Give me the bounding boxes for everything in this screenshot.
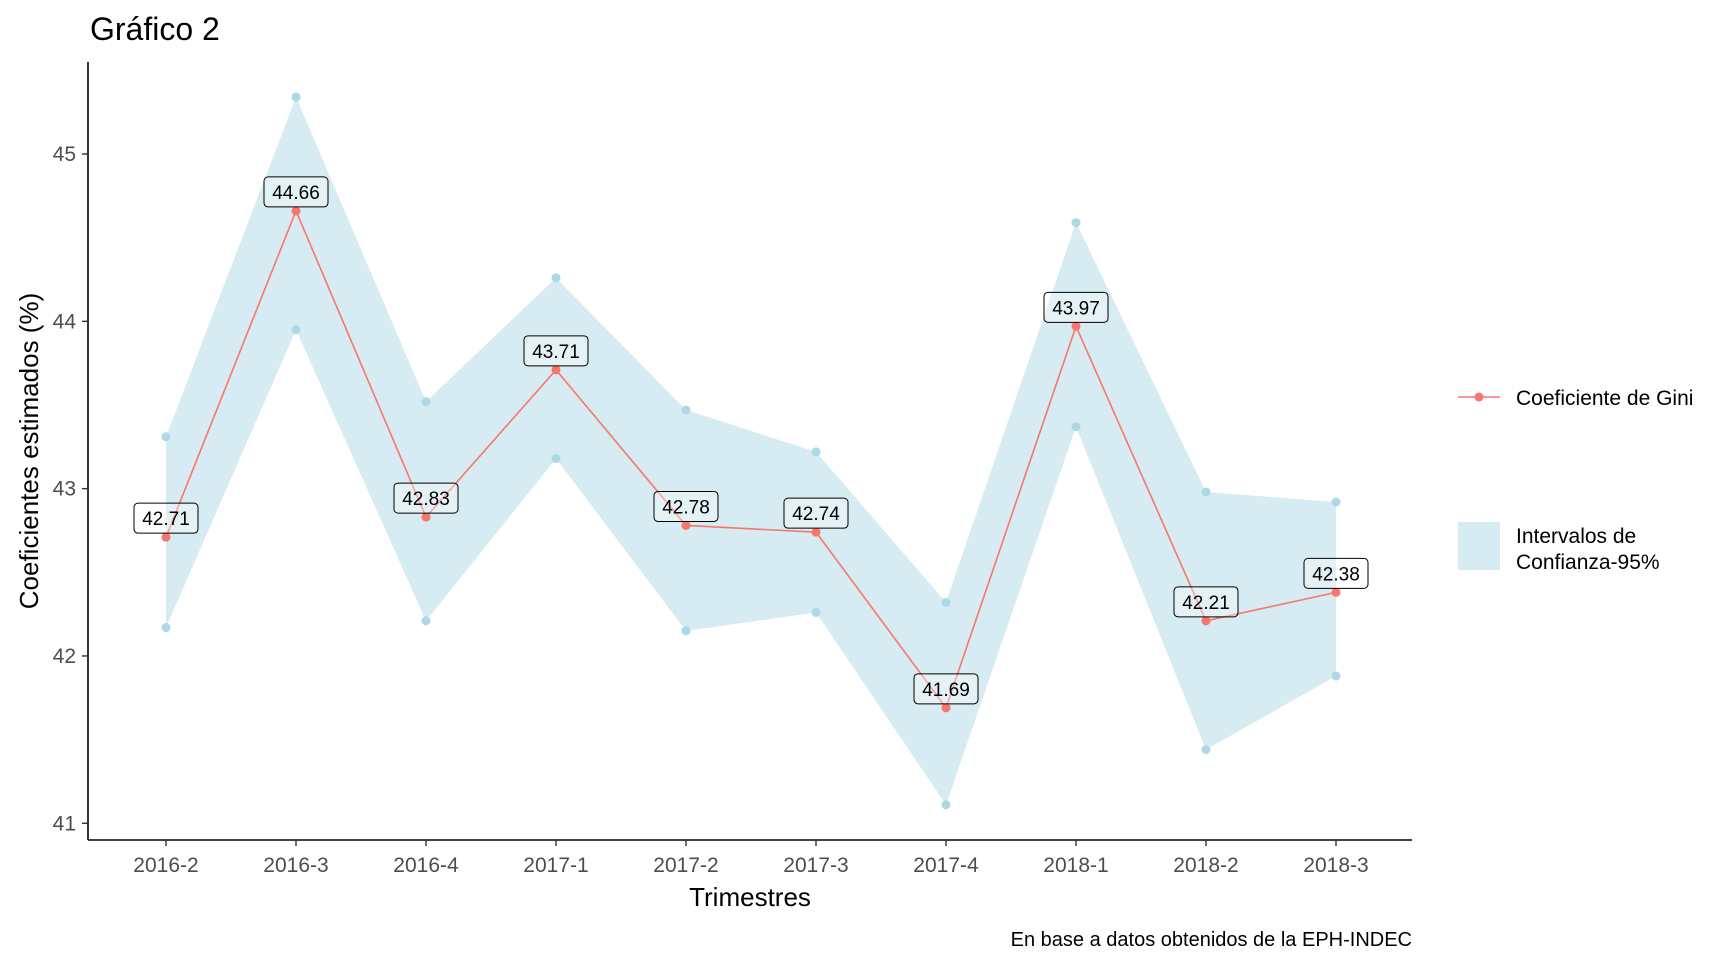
chart-title: Gráfico 2	[90, 11, 220, 47]
data-label-box	[1303, 557, 1369, 589]
data-label-box	[263, 176, 329, 208]
data-label: 41.69	[913, 673, 979, 705]
y-axis-ticks: 41 42 43 44 45	[53, 143, 88, 835]
lower-bound-point	[1201, 745, 1211, 755]
data-label-box	[1043, 291, 1109, 323]
upper-bound-point	[1071, 218, 1081, 228]
legend-label-confidence-line1: Intervalos de	[1516, 525, 1636, 548]
upper-bound-point	[1331, 497, 1341, 507]
upper-bound-point	[551, 273, 561, 283]
legend-label-gini: Coeficiente de Gini	[1516, 387, 1693, 410]
gini-point	[941, 703, 951, 713]
data-label-box	[653, 490, 719, 522]
lower-bound-point	[551, 454, 561, 464]
data-label-box	[393, 482, 459, 514]
data-label-text: 42.38	[1312, 564, 1360, 585]
data-label-text: 43.97	[1052, 298, 1100, 319]
data-label: 43.71	[523, 335, 589, 367]
upper-bound-point	[681, 405, 691, 415]
x-tick-label: 2017-3	[783, 854, 848, 877]
gini-point	[551, 365, 561, 375]
y-tick-label: 44	[53, 310, 77, 333]
lower-bound-point	[681, 626, 691, 636]
data-label: 44.66	[263, 176, 329, 208]
x-axis-label: Trimestres	[689, 882, 811, 912]
data-label: 43.97	[1043, 291, 1109, 323]
lower-bound-point	[421, 616, 431, 626]
legend: Coeficiente de Gini Intervalos de Confia…	[1458, 387, 1693, 574]
data-label-box	[523, 335, 589, 367]
data-label: 42.71	[133, 502, 199, 534]
legend-item-gini: Coeficiente de Gini	[1458, 387, 1693, 410]
data-label-text: 42.21	[1182, 593, 1230, 614]
gini-point	[161, 532, 171, 542]
data-label: 42.78	[653, 490, 719, 522]
gini-point	[1201, 616, 1211, 626]
data-label-text: 43.71	[532, 342, 580, 363]
x-tick-label: 2017-2	[653, 854, 718, 877]
confidence-band-layer	[166, 97, 1336, 805]
data-labels-layer: 42.71 44.66 42.83 43.71 42.78 42.74 41.69 43.97…	[133, 176, 1369, 705]
legend-point-swatch	[1474, 392, 1484, 402]
legend-item-confidence: Intervalos de Confianza-95%	[1458, 522, 1660, 574]
x-axis-ticks: 2016-2 2016-3 2016-4 2017-1 2017-2 2017-3 2017…	[133, 840, 1369, 877]
data-label: 42.21	[1173, 586, 1239, 618]
upper-bound-point	[291, 92, 301, 102]
data-label-box	[133, 502, 199, 534]
lower-bound-point	[811, 607, 821, 617]
lower-bound-point	[1071, 422, 1081, 432]
upper-bound-point	[161, 432, 171, 442]
data-label: 42.38	[1303, 557, 1369, 589]
gini-line-layer	[161, 206, 1341, 713]
y-tick-label: 42	[53, 645, 76, 668]
gini-series-line	[165, 208, 1337, 710]
legend-band-swatch	[1458, 522, 1500, 570]
data-label-box	[783, 497, 849, 529]
gini-point	[291, 206, 301, 216]
y-axis-label: Coeficientes estimados (%)	[14, 293, 44, 609]
data-label-text: 42.71	[142, 509, 190, 530]
upper-bound-point	[1201, 487, 1211, 497]
y-tick-label: 45	[53, 143, 76, 166]
gini-point	[421, 512, 431, 522]
data-label-box	[1173, 586, 1239, 618]
lower-bound-point	[941, 800, 951, 810]
data-label-text: 42.83	[402, 489, 450, 510]
x-tick-label: 2017-4	[913, 854, 979, 877]
data-label-text: 42.78	[662, 497, 710, 518]
upper-bound-point	[811, 447, 821, 457]
gini-point	[1071, 321, 1081, 331]
x-tick-label: 2018-1	[1043, 854, 1108, 877]
data-label-text: 41.69	[922, 680, 970, 701]
x-tick-label: 2016-4	[393, 854, 459, 877]
gini-point	[811, 527, 821, 537]
upper-bound-point	[941, 597, 951, 607]
data-label-text: 44.66	[272, 183, 320, 204]
lower-bound-point	[161, 623, 171, 633]
y-tick-label: 41	[53, 812, 76, 835]
confidence-band-points	[161, 92, 1341, 810]
confidence-band-area	[166, 97, 1336, 805]
upper-bound-point	[421, 397, 431, 407]
x-tick-label: 2018-2	[1173, 854, 1238, 877]
x-tick-label: 2016-3	[263, 854, 328, 877]
data-label: 42.83	[393, 482, 459, 514]
legend-label-confidence-line2: Confianza-95%	[1516, 551, 1660, 574]
x-tick-label: 2018-3	[1303, 854, 1368, 877]
data-label-text: 42.74	[792, 504, 840, 525]
gini-point	[1331, 587, 1341, 597]
lower-bound-point	[291, 325, 301, 335]
gini-point	[681, 520, 691, 530]
data-label-box	[913, 673, 979, 705]
y-tick-label: 43	[53, 478, 76, 501]
lower-bound-point	[1331, 671, 1341, 681]
x-tick-label: 2017-1	[523, 854, 588, 877]
data-label: 42.74	[783, 497, 849, 529]
x-tick-label: 2016-2	[133, 854, 198, 877]
chart-caption: En base a datos obtenidos de la EPH-INDE…	[1011, 929, 1412, 951]
